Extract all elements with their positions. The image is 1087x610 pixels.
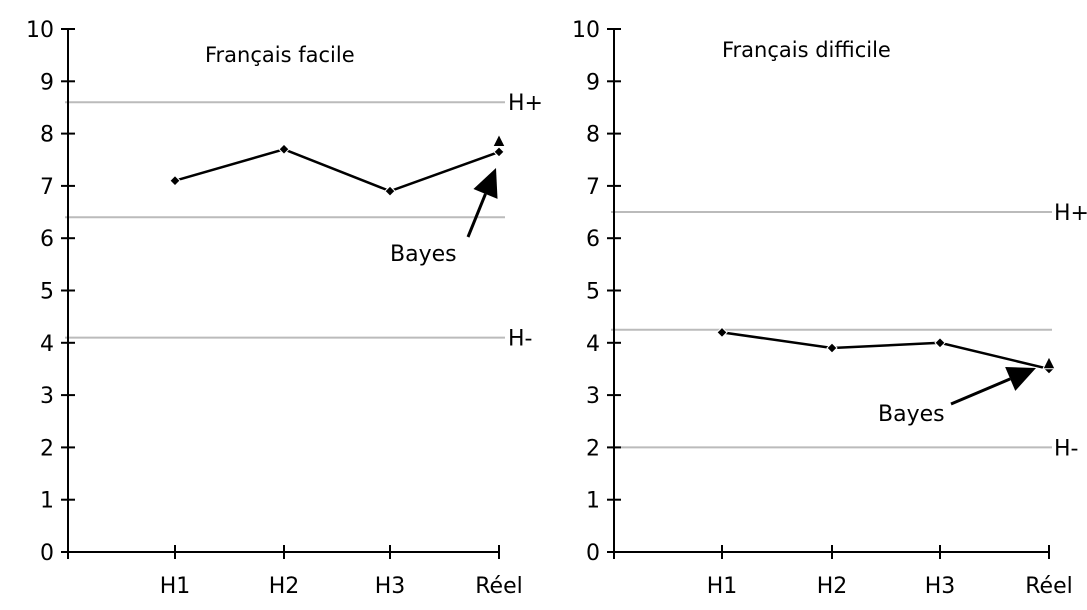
bayes-arrow-shaft bbox=[466, 193, 487, 238]
reference-label-h-minus: H- bbox=[508, 327, 532, 352]
y-tick-label-0: 0 bbox=[586, 541, 600, 566]
x-tick-label-h2: H2 bbox=[817, 574, 848, 599]
y-tick-label-4: 4 bbox=[40, 332, 54, 357]
bayes-annotation-label: Bayes bbox=[390, 242, 457, 267]
y-tick-label-7: 7 bbox=[586, 175, 600, 200]
bayes-point-marker bbox=[1042, 355, 1056, 370]
data-point-reel bbox=[493, 146, 505, 158]
reference-label-h-minusplus: H+ bbox=[1054, 201, 1087, 226]
x-tick-label-reel: Réel bbox=[475, 574, 522, 599]
x-tick-label-h3: H3 bbox=[925, 574, 956, 599]
x-tick-label-h1: H1 bbox=[707, 574, 738, 599]
reference-label-h-minus: H- bbox=[1054, 436, 1078, 461]
data-point-h3 bbox=[384, 185, 396, 197]
y-tick-label-5: 5 bbox=[586, 280, 600, 305]
y-tick-label-3: 3 bbox=[40, 384, 54, 409]
bayes-arrow-head bbox=[1005, 366, 1036, 391]
data-point-h2 bbox=[278, 143, 290, 155]
series-line bbox=[174, 147, 500, 193]
y-tick-label-1: 1 bbox=[40, 489, 54, 514]
y-tick-label-2: 2 bbox=[40, 436, 54, 461]
bayes-arrow-head bbox=[473, 168, 498, 199]
data-point-h3 bbox=[934, 337, 946, 349]
y-tick-label-4: 4 bbox=[586, 332, 600, 357]
y-tick-label-7: 7 bbox=[40, 175, 54, 200]
reference-label-h-minusplus: H+ bbox=[508, 91, 543, 116]
y-tick-label-8: 8 bbox=[40, 123, 54, 148]
y-tick-label-3: 3 bbox=[586, 384, 600, 409]
y-tick-label-10: 10 bbox=[26, 18, 54, 43]
x-tick-label-h1: H1 bbox=[160, 574, 191, 599]
chart-panel-francais-facile: H+ H- 0 1 2 3 4 5 6 7 8 9 10 H1 H2 H3 Réel Français facil… bbox=[26, 18, 543, 599]
x-tick-label-h2: H2 bbox=[269, 574, 300, 599]
x-tick-label-reel: Réel bbox=[1025, 574, 1072, 599]
bayes-arrow-shaft bbox=[950, 377, 1011, 406]
bayes-point-marker bbox=[492, 133, 506, 147]
data-point-h1 bbox=[716, 326, 728, 339]
data-point-h2 bbox=[826, 342, 838, 354]
chart-title: Français difficile bbox=[722, 38, 891, 62]
data-point-h1 bbox=[169, 174, 181, 187]
y-tick-label-8: 8 bbox=[586, 123, 600, 148]
chart-panel-francais-difficile: H+ H- 0 1 2 3 4 5 6 7 8 9 10 H1 H2 H3 Réel Français diffi… bbox=[572, 18, 1087, 599]
series-line bbox=[721, 331, 1050, 371]
y-tick-label-9: 9 bbox=[586, 70, 600, 95]
y-tick-label-2: 2 bbox=[586, 436, 600, 461]
y-tick-label-6: 6 bbox=[586, 227, 600, 252]
y-tick-label-10: 10 bbox=[572, 18, 600, 43]
y-tick-label-0: 0 bbox=[40, 541, 54, 566]
chart-title: Français facile bbox=[205, 43, 355, 67]
x-tick-label-h3: H3 bbox=[375, 574, 406, 599]
y-tick-label-5: 5 bbox=[40, 280, 54, 305]
y-tick-label-1: 1 bbox=[586, 489, 600, 514]
bayes-annotation-label: Bayes bbox=[878, 402, 945, 427]
y-tick-label-6: 6 bbox=[40, 227, 54, 252]
y-tick-label-9: 9 bbox=[40, 70, 54, 95]
